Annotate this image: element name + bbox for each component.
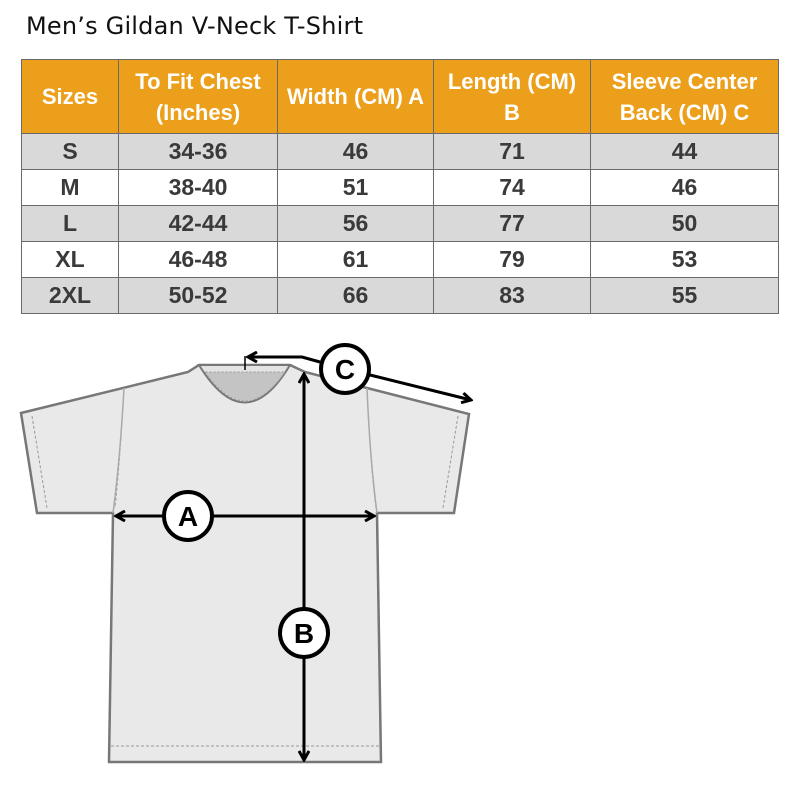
cell-sleeve: 53 xyxy=(590,241,779,278)
size-chart-table: Sizes To Fit Chest (Inches) Width (CM) A… xyxy=(21,59,779,314)
cell-length: 79 xyxy=(433,241,591,278)
cell-chest: 46-48 xyxy=(118,241,278,278)
page-title: Men’s Gildan V-Neck T-Shirt xyxy=(26,12,364,40)
table-row: XL 46-48 61 79 53 xyxy=(21,241,779,278)
table-row: S 34-36 46 71 44 xyxy=(21,133,779,170)
tshirt-outline xyxy=(19,363,471,764)
label-c: C xyxy=(335,354,355,385)
cell-length: 74 xyxy=(433,169,591,206)
header-sleeve: Sleeve Center Back (CM) C xyxy=(590,59,779,134)
cell-length: 71 xyxy=(433,133,591,170)
label-a: A xyxy=(178,501,198,532)
cell-size: M xyxy=(21,169,119,206)
tshirt-diagram: A B C xyxy=(19,343,500,764)
cell-chest: 34-36 xyxy=(118,133,278,170)
cell-length: 83 xyxy=(433,277,591,314)
cell-width: 56 xyxy=(277,205,434,242)
cell-length: 77 xyxy=(433,205,591,242)
measurement-b: B xyxy=(278,374,330,760)
label-b: B xyxy=(294,618,314,649)
cell-chest: 50-52 xyxy=(118,277,278,314)
cell-size: XL xyxy=(21,241,119,278)
table-header-row: Sizes To Fit Chest (Inches) Width (CM) A… xyxy=(21,59,779,134)
cell-width: 51 xyxy=(277,169,434,206)
table-row: M 38-40 51 74 46 xyxy=(21,169,779,206)
cell-size: L xyxy=(21,205,119,242)
header-width: Width (CM) A xyxy=(277,59,434,134)
measurement-c: C xyxy=(244,343,471,400)
cell-sleeve: 46 xyxy=(590,169,779,206)
cell-width: 61 xyxy=(277,241,434,278)
header-chest: To Fit Chest (Inches) xyxy=(118,59,278,134)
table-row: L 42-44 56 77 50 xyxy=(21,205,779,242)
header-sizes: Sizes xyxy=(21,59,119,134)
cell-sleeve: 55 xyxy=(590,277,779,314)
header-length: Length (CM) B xyxy=(433,59,591,134)
cell-chest: 42-44 xyxy=(118,205,278,242)
cell-size: 2XL xyxy=(21,277,119,314)
cell-sleeve: 44 xyxy=(590,133,779,170)
cell-sleeve: 50 xyxy=(590,205,779,242)
cell-width: 66 xyxy=(277,277,434,314)
cell-size: S xyxy=(21,133,119,170)
table-row: 2XL 50-52 66 83 55 xyxy=(21,277,779,314)
cell-width: 46 xyxy=(277,133,434,170)
cell-chest: 38-40 xyxy=(118,169,278,206)
measurement-a: A xyxy=(116,490,374,542)
